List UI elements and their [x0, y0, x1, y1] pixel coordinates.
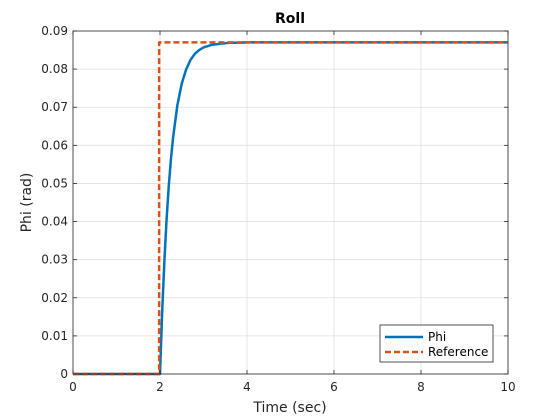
x-tick-label: 6 — [330, 380, 338, 394]
y-tick-label: 0.01 — [41, 329, 68, 343]
y-tick-label: 0.09 — [41, 24, 68, 38]
x-tick-label: 8 — [417, 380, 425, 394]
y-tick-label: 0.08 — [41, 62, 68, 76]
y-tick-label: 0.07 — [41, 100, 68, 114]
x-tick-label: 0 — [69, 380, 77, 394]
y-tick-label: 0.06 — [41, 138, 68, 152]
x-tick-label: 4 — [243, 380, 251, 394]
legend-reference-label: Reference — [428, 345, 488, 359]
plot-frame — [72, 30, 509, 375]
chart-title: Roll — [275, 11, 305, 27]
y-axis-label: Phi (rad) — [19, 173, 35, 233]
x-tick-label: 2 — [156, 380, 164, 394]
legend-phi-label: Phi — [428, 330, 446, 344]
x-tick-label: 10 — [500, 380, 515, 394]
y-tick-label: 0 — [60, 367, 68, 381]
legend-box — [379, 324, 494, 363]
x-axis-label: Time (sec) — [252, 400, 326, 416]
y-tick-label: 0.02 — [41, 291, 68, 305]
ticks: 0 2 4 6 8 10 0 0.01 0.02 0.03 0.04 0.05 0.06 0.07 0.08… — [41, 24, 515, 394]
plot-background — [73, 31, 508, 374]
y-tick-label: 0.04 — [41, 215, 68, 229]
legend: Phi Reference — [379, 324, 494, 363]
y-tick-label: 0.03 — [41, 253, 68, 267]
y-tick-label: 0.05 — [41, 176, 68, 190]
